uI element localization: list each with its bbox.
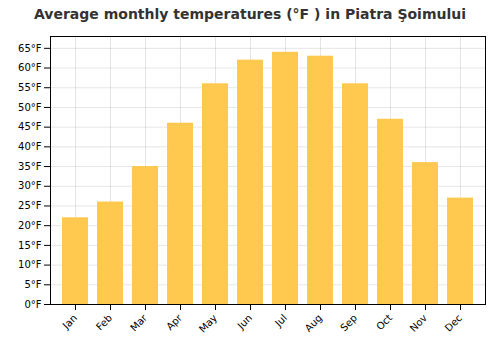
svg-text:Oct: Oct (374, 312, 394, 332)
svg-text:45°F: 45°F (18, 121, 42, 132)
svg-text:5°F: 5°F (24, 279, 41, 290)
svg-text:0°F: 0°F (24, 299, 41, 310)
svg-text:35°F: 35°F (18, 161, 42, 172)
svg-text:40°F: 40°F (18, 141, 42, 152)
svg-text:May: May (197, 312, 219, 334)
html-text:Average monthly temperatures (: Average monthly temperatures (°F ) in Pi… (34, 6, 466, 22)
svg-text:Mar: Mar (128, 312, 150, 334)
svg-text:Sep: Sep (338, 312, 359, 333)
svg-text:60°F: 60°F (18, 62, 42, 73)
svg-text:Dec: Dec (443, 312, 464, 333)
svg-text:10°F: 10°F (18, 259, 42, 270)
svg-text:Feb: Feb (94, 312, 114, 332)
svg-text:55°F: 55°F (18, 82, 42, 93)
svg-text:50°F: 50°F (18, 102, 42, 113)
svg-text:30°F: 30°F (18, 180, 42, 191)
svg-text:15°F: 15°F (18, 240, 42, 251)
svg-text:20°F: 20°F (18, 220, 42, 231)
svg-text:Jan: Jan (60, 312, 79, 331)
svg-text:Nov: Nov (408, 312, 430, 334)
svg-text:Jun: Jun (235, 312, 255, 332)
svg-text:Aug: Aug (303, 312, 325, 334)
svg-text:65°F: 65°F (18, 43, 42, 54)
svg-text:Jul: Jul (272, 312, 289, 329)
svg-text:Apr: Apr (164, 312, 185, 333)
svg-text:25°F: 25°F (18, 200, 42, 211)
